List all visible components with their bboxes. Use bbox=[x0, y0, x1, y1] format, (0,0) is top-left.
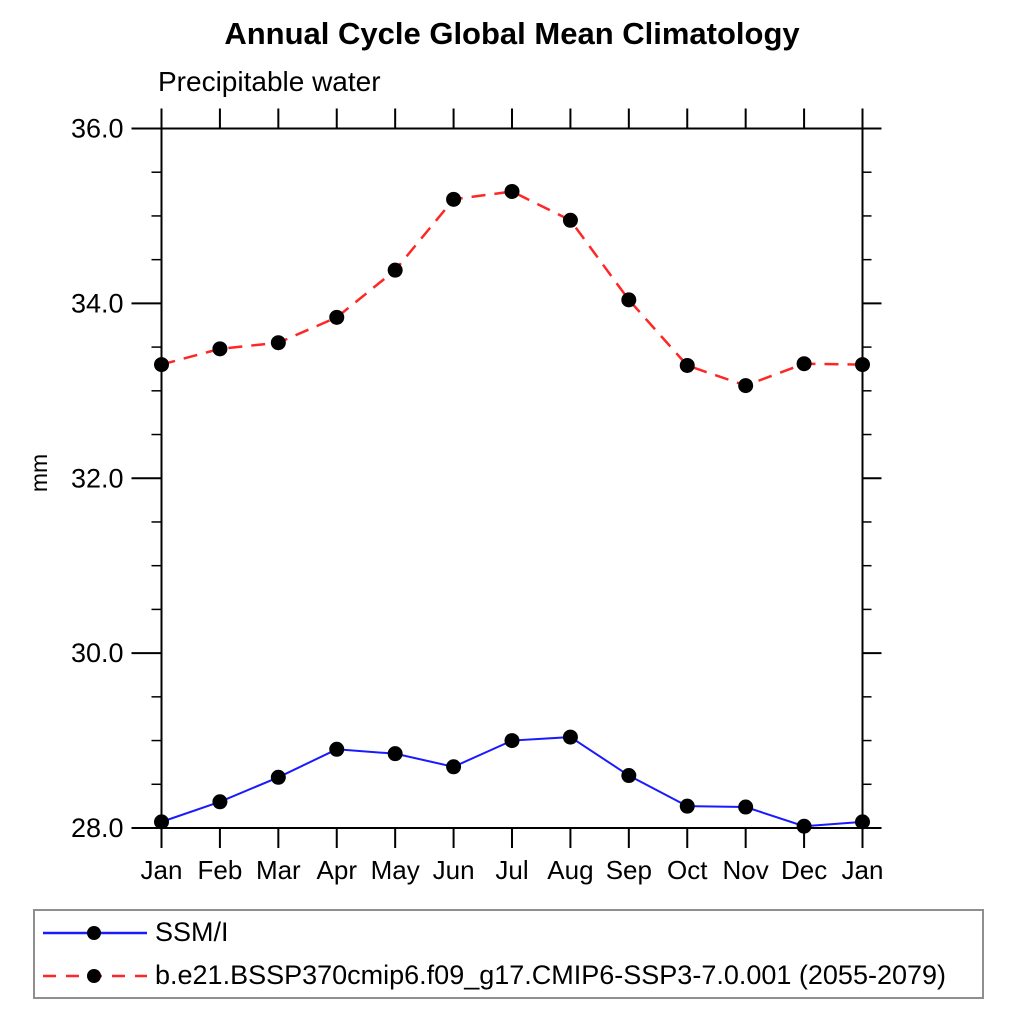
x-tick-label: Sep bbox=[606, 855, 652, 885]
legend-box: SSM/I b.e21.BSSP370cmip6.f09_g17.CMIP6-S… bbox=[33, 909, 984, 999]
data-point bbox=[562, 729, 578, 745]
data-point bbox=[212, 341, 228, 357]
data-point bbox=[679, 798, 695, 814]
x-tick-label: Mar bbox=[256, 855, 301, 885]
legend-sample-model-line-icon bbox=[43, 968, 147, 983]
x-tick-label: Jun bbox=[433, 855, 475, 885]
legend-label-ssmi: SSM/I bbox=[155, 917, 229, 947]
data-point bbox=[738, 799, 754, 815]
data-point bbox=[679, 357, 695, 373]
data-point bbox=[270, 769, 286, 785]
data-point bbox=[621, 292, 637, 308]
legend-label-model: b.e21.BSSP370cmip6.f09_g17.CMIP6-SSP3-7.… bbox=[155, 960, 947, 990]
data-point bbox=[446, 759, 462, 775]
x-tick-label: Jan bbox=[842, 855, 884, 885]
data-point bbox=[387, 746, 403, 762]
data-point bbox=[855, 357, 870, 373]
chart-subtitle: Precipitable water bbox=[158, 66, 381, 97]
legend-row-ssmi: SSM/I bbox=[41, 911, 982, 954]
data-point bbox=[387, 262, 403, 278]
data-point bbox=[796, 818, 812, 834]
data-point bbox=[154, 357, 169, 373]
data-point bbox=[212, 794, 228, 810]
plot-frame bbox=[160, 127, 864, 829]
data-point bbox=[855, 814, 870, 830]
x-tick-label: Jan bbox=[141, 855, 183, 885]
data-point bbox=[329, 309, 345, 325]
data-point bbox=[738, 378, 754, 394]
series-line-0 bbox=[161, 736, 863, 828]
y-tick-label: 30.0 bbox=[71, 638, 124, 668]
legend-sample-ssmi-line-icon bbox=[43, 925, 147, 940]
y-tick-label: 36.0 bbox=[71, 114, 124, 144]
x-tick-label: Nov bbox=[723, 855, 769, 885]
data-point bbox=[446, 191, 462, 207]
data-point bbox=[154, 814, 169, 830]
x-tick-label: Oct bbox=[667, 855, 708, 885]
x-tick-label: Feb bbox=[198, 855, 243, 885]
data-point bbox=[562, 212, 578, 228]
data-point bbox=[621, 768, 637, 784]
data-point bbox=[504, 733, 520, 749]
data-point bbox=[270, 335, 286, 351]
data-point bbox=[796, 356, 812, 372]
chart-title: Annual Cycle Global Mean Climatology bbox=[224, 16, 800, 51]
legend-row-model: b.e21.BSSP370cmip6.f09_g17.CMIP6-SSP3-7.… bbox=[41, 954, 982, 997]
x-tick-label: Apr bbox=[317, 855, 358, 885]
x-tick-label: Aug bbox=[547, 855, 593, 885]
y-tick-label: 32.0 bbox=[71, 463, 124, 493]
series-line-1 bbox=[161, 190, 863, 387]
y-tick-label: 28.0 bbox=[71, 813, 124, 843]
data-point bbox=[329, 741, 345, 757]
x-tick-label: Dec bbox=[781, 855, 827, 885]
x-tick-label: May bbox=[371, 855, 420, 885]
data-point bbox=[504, 183, 520, 199]
y-tick-label: 34.0 bbox=[71, 288, 124, 318]
x-tick-label: Jul bbox=[495, 855, 528, 885]
